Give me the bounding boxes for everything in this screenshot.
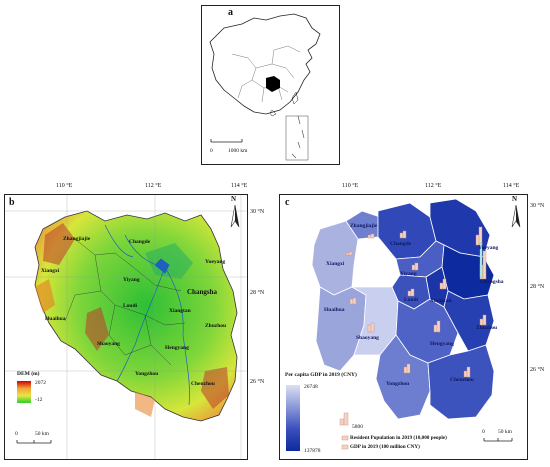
panel-b-north-arrow bbox=[230, 204, 240, 228]
panel-c-legend-title: Per capita GDP in 2019 (CNY) bbox=[285, 372, 357, 378]
panel-c-city-changsha: Changsha bbox=[480, 279, 504, 285]
panel-c-city-changde: Changde bbox=[390, 241, 412, 247]
panel-b-legend-title: DEM (m) bbox=[17, 371, 40, 377]
dem-terrain-map bbox=[5, 195, 247, 459]
panel-b-lon-tick-112: 112 °E bbox=[145, 183, 162, 189]
panel-b-city-changde: Changde bbox=[129, 239, 151, 245]
panel-c-city-yueyang: Yueyang bbox=[478, 245, 499, 251]
panel-c-city-zhuzhou: Zhuzhou bbox=[476, 325, 498, 331]
panel-c-city-chenzhou: Chenzhou bbox=[450, 377, 474, 383]
panel-a-scale-zero: 0 bbox=[210, 148, 213, 154]
gdp-choropleth-map bbox=[311, 198, 521, 450]
panel-c-lat-tick-26: 26 °N bbox=[530, 367, 545, 373]
panel-c-legend-min: 137878 bbox=[304, 448, 321, 454]
panel-c-legend-population: Resident Population in 2019 (10,000 peop… bbox=[350, 435, 447, 441]
panel-c-city-xiangxi: Xiangxi bbox=[326, 261, 345, 267]
panel-b-scale-label: 50 km bbox=[35, 431, 49, 437]
panel-b-city-zhuzhou: Zhuzhou bbox=[205, 323, 227, 329]
panel-c-city-yongzhou: Yongzhou bbox=[386, 381, 410, 387]
panel-b-city-xiangtan: Xiangtan bbox=[169, 308, 191, 314]
panel-b-scale-zero: 0 bbox=[15, 431, 18, 437]
panel-a-scale-label: 1000 km bbox=[228, 148, 248, 154]
gdp-bar-symbols bbox=[345, 226, 487, 378]
panel-a-letter: a bbox=[228, 7, 233, 18]
china-outline-map bbox=[209, 13, 321, 161]
panel-b-lat-tick-28: 28 °N bbox=[250, 290, 265, 296]
panel-c-north-arrow bbox=[511, 204, 521, 228]
panel-b-city-yueyang: Yueyang bbox=[205, 259, 226, 265]
panel-c-lon-tick-114: 114 °E bbox=[503, 183, 520, 189]
panel-c-north-label: N bbox=[512, 195, 518, 203]
panel-b-city-chenzhou: Chenzhou bbox=[191, 381, 215, 387]
panel-b-north-label: N bbox=[231, 195, 237, 203]
panel-b-city-yiyang: Yiyang bbox=[123, 277, 140, 283]
panel-c-letter: c bbox=[285, 197, 290, 208]
panel-c-legend-gdp: GDP in 2019 (100 million CNY) bbox=[350, 444, 420, 450]
panel-b-lon-tick-110: 110 °E bbox=[56, 183, 73, 189]
panel-c-gdp-colorbar bbox=[286, 385, 300, 451]
panel-c-bar-ref-label: 5800 bbox=[352, 424, 363, 430]
panel-c-scale-label: 50 km bbox=[498, 429, 512, 435]
panel-b-city-hengyang: Hengyang bbox=[165, 345, 189, 351]
hunan-highlight bbox=[266, 76, 280, 92]
panel-c-city-xiangtan: Xiangtan bbox=[430, 298, 452, 304]
panel-c-legend-max: 26748 bbox=[304, 384, 318, 390]
panel-c-city-shaoyang: Shaoyang bbox=[356, 335, 379, 341]
panel-c-city-zhangjiajie: Zhangjiajie bbox=[350, 223, 378, 229]
panel-b-dem-colorbar bbox=[17, 381, 31, 403]
panel-b-legend-min: -12 bbox=[35, 397, 43, 403]
panel-c-lon-tick-112: 112 °E bbox=[425, 183, 442, 189]
panel-c-city-yiyang: Yiyang bbox=[400, 271, 417, 277]
panel-b-letter: b bbox=[9, 197, 15, 208]
panel-c-lon-tick-110: 110 °E bbox=[342, 183, 359, 189]
panel-c-lat-tick-28: 28 °N bbox=[530, 284, 545, 290]
panel-b-city-xiangxi: Xiangxi bbox=[41, 268, 60, 274]
panel-c-gdp-map: c bbox=[279, 194, 528, 460]
panel-b-city-huaihua: Huaihua bbox=[45, 316, 66, 322]
panel-b-city-loudi: Loudi bbox=[123, 303, 138, 309]
panel-b-lat-tick-30: 30 °N bbox=[250, 209, 265, 215]
panel-b-lat-tick-26: 26 °N bbox=[250, 379, 265, 385]
panel-b-city-changsha: Changsha bbox=[187, 288, 217, 296]
panel-c-city-hengyang: Hengyang bbox=[430, 341, 454, 347]
panel-a-china-map: a 0 1000 km bbox=[201, 5, 340, 165]
panel-b-city-yongzhou: Yongzhou bbox=[135, 371, 159, 377]
panel-c-scale-zero: 0 bbox=[482, 429, 485, 435]
panel-c-city-loudi: Loudi bbox=[404, 297, 419, 303]
panel-b-dem-map: b bbox=[4, 194, 248, 460]
panel-b-city-shaoyang: Shaoyang bbox=[97, 341, 120, 347]
panel-c-city-huaihua: Huaihua bbox=[324, 307, 345, 313]
panel-b-legend-max: 2072 bbox=[35, 380, 46, 386]
panel-c-lat-tick-30: 30 °N bbox=[530, 203, 545, 209]
panel-b-lon-tick-114: 114 °E bbox=[231, 183, 248, 189]
panel-b-city-zhangjiajie: Zhangjiajie bbox=[63, 236, 91, 242]
